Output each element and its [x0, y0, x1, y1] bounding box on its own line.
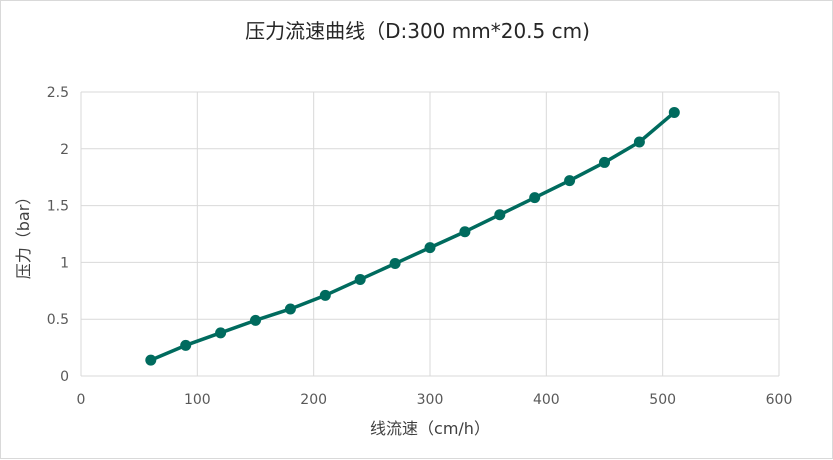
data-point	[599, 156, 610, 168]
data-point	[319, 289, 331, 301]
x-tick-label: 200	[300, 392, 327, 408]
y-tick-label: 1.5	[47, 199, 69, 215]
data-point	[564, 175, 576, 187]
x-tick-label: 0	[77, 392, 86, 408]
y-tick-label: 0	[60, 369, 69, 385]
data-point	[494, 209, 506, 221]
data-point	[145, 354, 157, 366]
y-tick-label: 2.5	[47, 85, 69, 101]
data-point	[284, 303, 296, 315]
data-point	[215, 327, 227, 339]
y-tick-label: 2	[60, 142, 69, 158]
data-point	[459, 226, 471, 238]
x-tick-label: 400	[533, 392, 560, 408]
data-point	[529, 192, 541, 204]
chart-title: 压力流速曲线（D:300 mm*20.5 cm)	[245, 19, 590, 43]
x-tick-label: 500	[649, 392, 676, 408]
x-tick-label: 100	[184, 392, 211, 408]
data-point	[633, 136, 645, 148]
x-axis-label: 线流速（cm/h）	[370, 419, 490, 438]
y-tick-label: 1	[60, 255, 69, 271]
data-point	[180, 339, 192, 351]
data-point	[250, 314, 261, 326]
series-line	[150, 111, 676, 362]
y-tick-label: 0.5	[47, 312, 69, 328]
data-point	[424, 242, 436, 254]
data-point	[389, 258, 401, 270]
data-point	[668, 106, 680, 118]
data-point	[354, 273, 366, 285]
x-tick-label: 300	[417, 392, 444, 408]
x-tick-label: 600	[766, 392, 793, 408]
